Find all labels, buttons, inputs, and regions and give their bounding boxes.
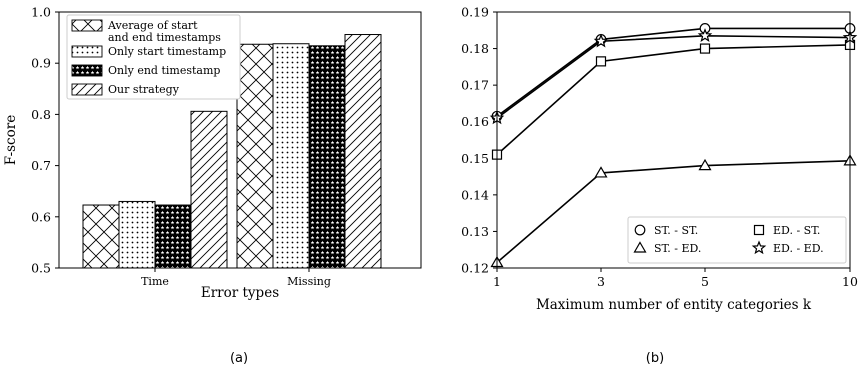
legend-marker xyxy=(634,224,646,236)
bar-chart-error-types: 0.5 0.6 0.7 0.8 0.9 1.0 Time Missing Error types… xyxy=(3,5,422,301)
data-point xyxy=(698,158,712,171)
y-tick-label: 0.14 xyxy=(461,187,489,202)
legend-marker xyxy=(751,240,767,255)
x-axis-label: Error types xyxy=(201,285,279,301)
y-tick-label: 0.5 xyxy=(31,261,51,276)
y-tick-label: 0.18 xyxy=(461,41,489,56)
data-point xyxy=(595,56,607,67)
legend-swatch xyxy=(71,19,103,32)
y-tick-label: 0.12 xyxy=(461,261,489,276)
legend-label: Only end timestamp xyxy=(108,64,220,77)
y-tick-label: 0.8 xyxy=(31,107,51,122)
bar xyxy=(236,43,274,269)
series-line xyxy=(496,34,851,119)
data-point xyxy=(593,33,609,48)
x-tick-label: 5 xyxy=(701,274,709,289)
legend-label: Only start timestamp xyxy=(108,45,226,58)
y-tick-label: 0.17 xyxy=(461,78,489,93)
legend-label: ST. - ED. xyxy=(654,242,701,255)
legend-swatch xyxy=(71,83,103,96)
y-axis-label: F-score xyxy=(3,115,19,165)
legend-swatch xyxy=(71,64,103,77)
y-tick-label: 0.19 xyxy=(461,5,489,20)
y-tick-label: 0.13 xyxy=(461,224,489,239)
y-tick-label: 0.6 xyxy=(31,209,51,224)
y-tick-label: 0.9 xyxy=(31,56,51,71)
series-line xyxy=(496,160,851,264)
bar xyxy=(190,110,228,269)
legend-marker xyxy=(633,241,647,253)
bar xyxy=(82,204,120,269)
legend-label: ED. - ED. xyxy=(773,242,824,255)
data-point xyxy=(697,28,713,42)
legend: ST. - ST. ST. - ED. ED. - ST. ED. - ED. xyxy=(627,216,847,264)
data-point xyxy=(699,43,711,54)
bar xyxy=(308,45,346,269)
x-tick-label: Missing xyxy=(287,275,331,288)
legend-label: ST. - ST. xyxy=(654,224,698,237)
legend-label: ED. - ST. xyxy=(773,224,820,237)
plot-frame xyxy=(496,11,851,269)
caption-b: (b) xyxy=(646,351,664,366)
x-tick-label: 1 xyxy=(493,274,501,289)
x-tick-label: 3 xyxy=(597,274,605,289)
x-tick-label: 10 xyxy=(842,274,858,289)
bar xyxy=(344,34,382,269)
bar xyxy=(118,200,156,269)
x-tick-label: Time xyxy=(141,275,169,288)
legend-box xyxy=(627,216,847,264)
y-tick-label: 0.15 xyxy=(461,151,489,166)
legend-marker xyxy=(753,224,765,236)
plot-frame xyxy=(58,11,422,269)
legend-box xyxy=(66,14,241,100)
series-line xyxy=(496,44,851,156)
series-line xyxy=(496,27,850,117)
bar xyxy=(154,204,192,269)
y-tick-label: 1.0 xyxy=(31,5,51,20)
legend-swatch xyxy=(71,45,103,58)
data-point xyxy=(594,166,608,178)
y-tick-label: 0.16 xyxy=(461,114,489,129)
legend-label: Our strategy xyxy=(108,83,180,96)
x-axis-label: Maximum number of entity categories k xyxy=(536,297,812,313)
caption-a: (a) xyxy=(230,351,248,366)
legend-label: Average of start and end timestamps xyxy=(107,19,221,44)
bar xyxy=(272,43,310,269)
line-chart-entity-categories: 0.12 0.13 0.14 0.15 0.16 0.17 0.18 0.19 1 3 5 10 Max… xyxy=(461,5,858,314)
y-tick-label: 0.7 xyxy=(31,158,51,173)
